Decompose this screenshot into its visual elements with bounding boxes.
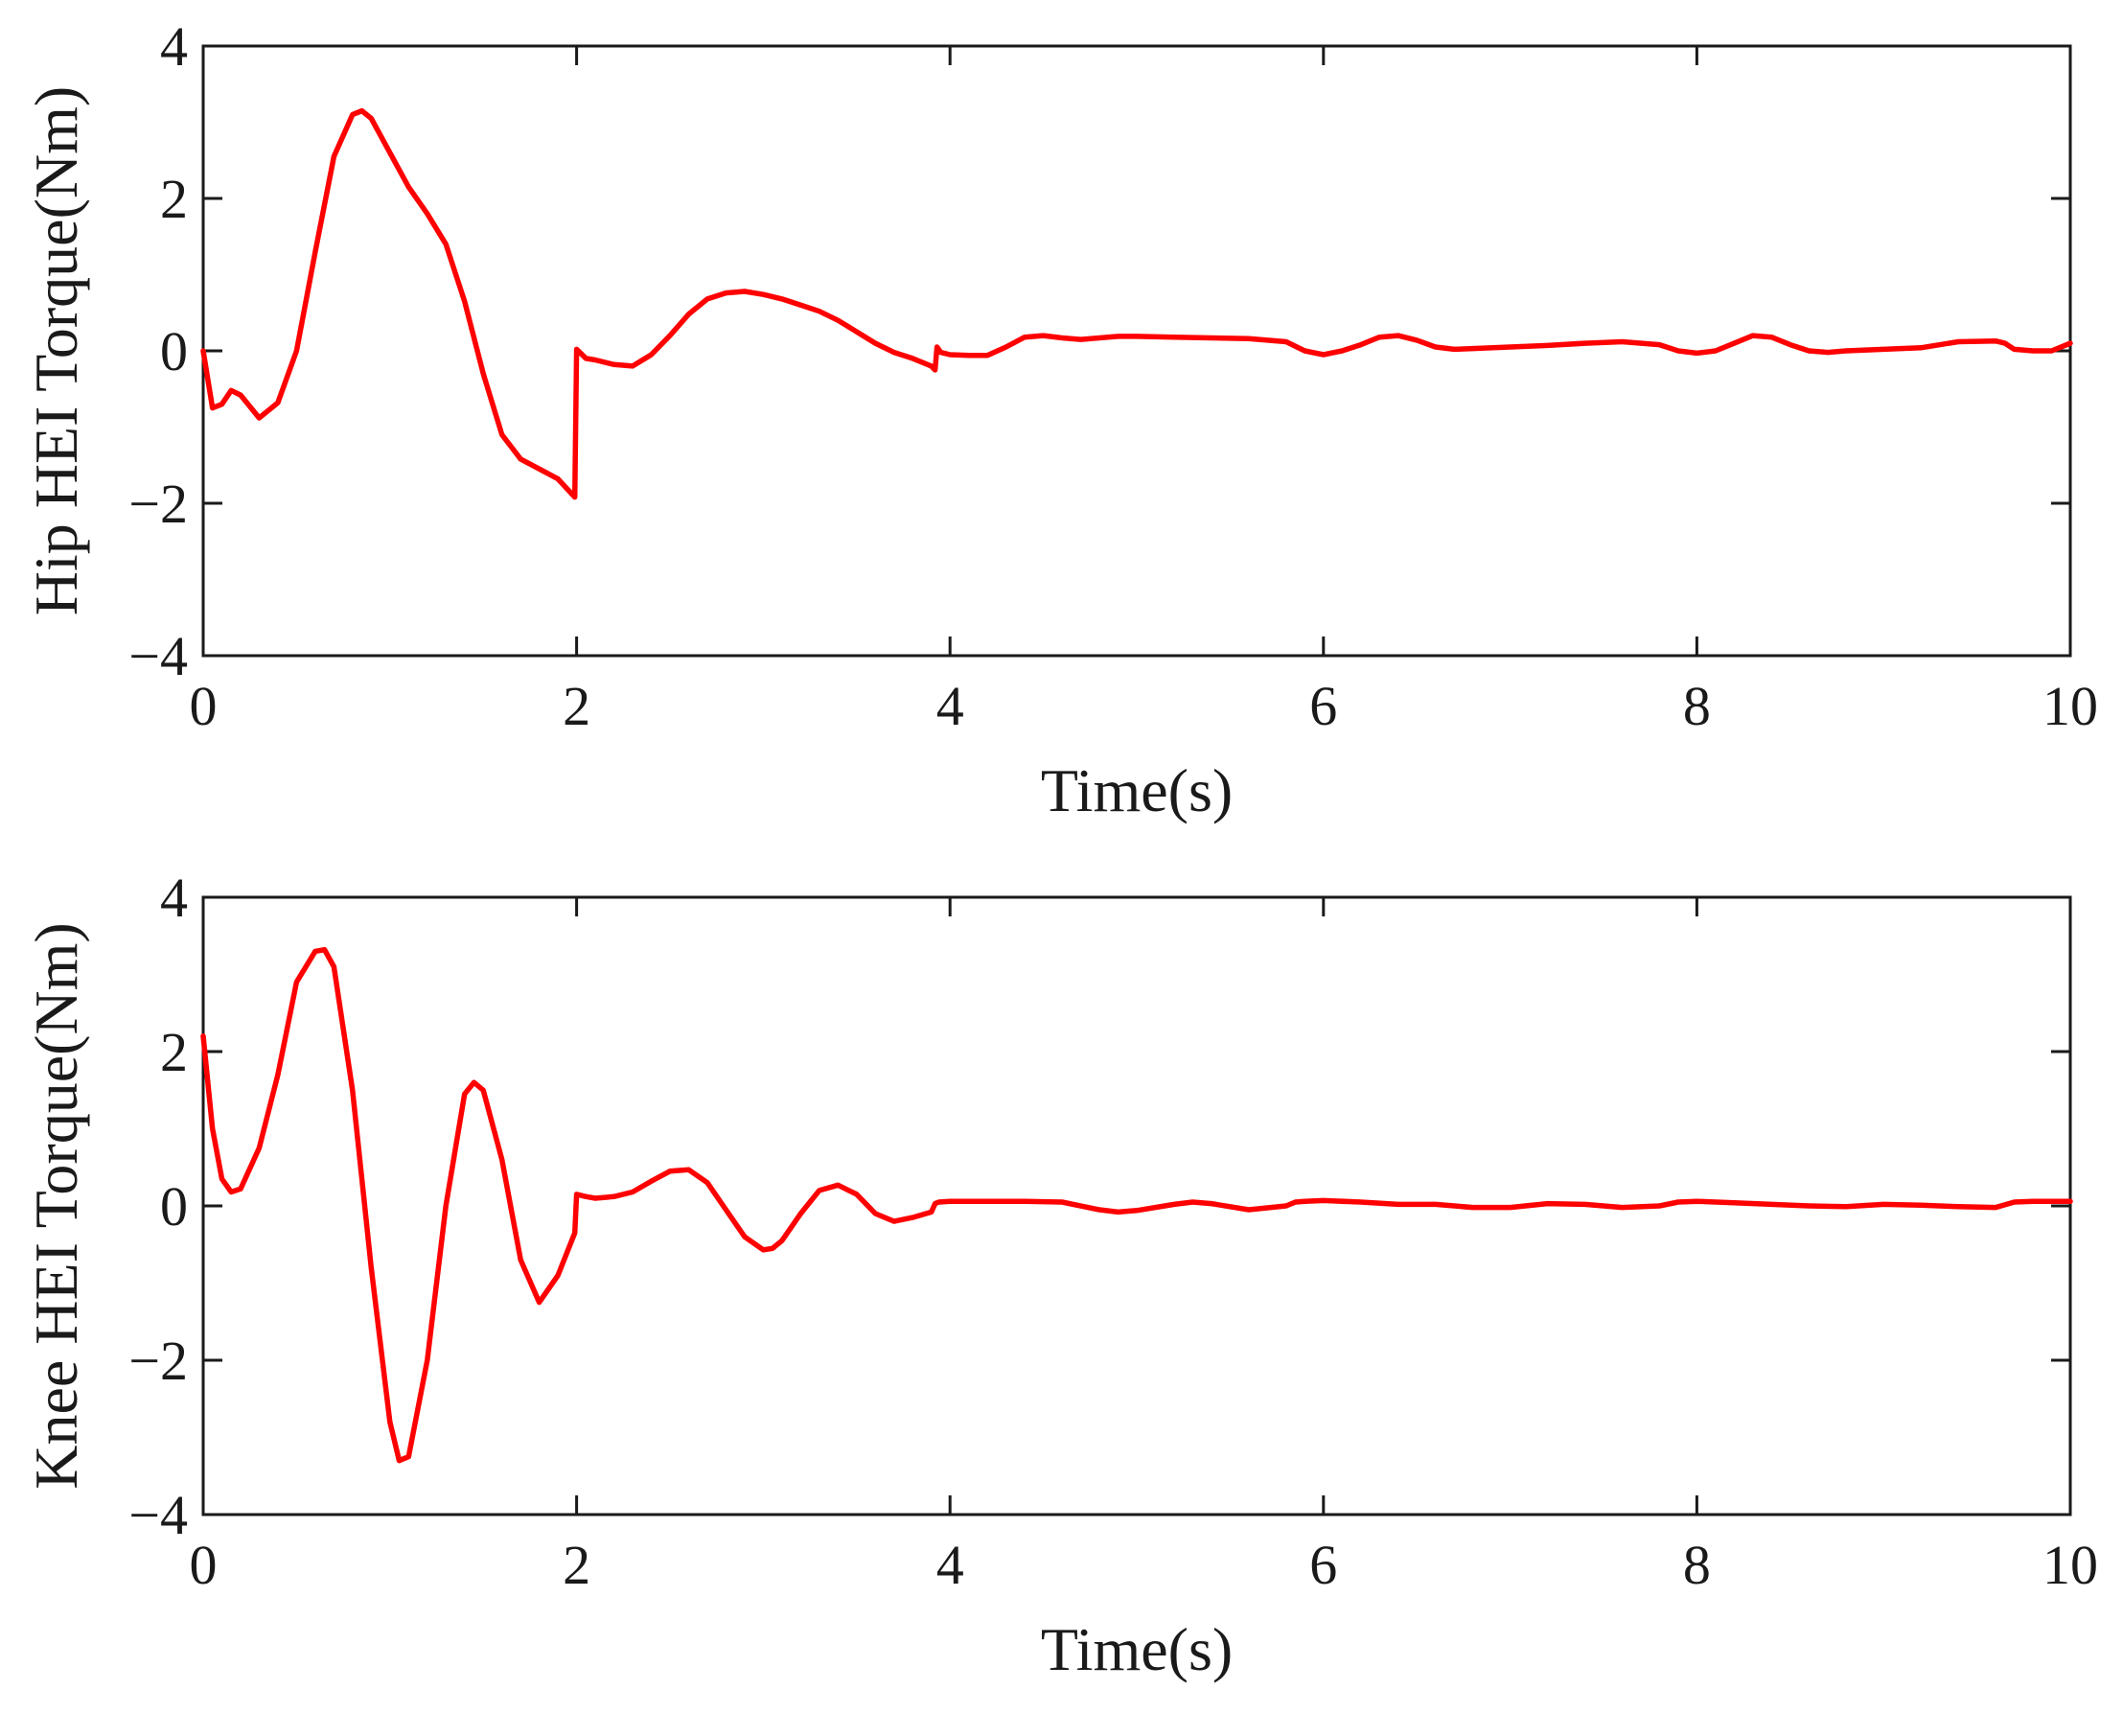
knee-y-tick-label: 2 <box>160 1021 188 1083</box>
hip-x-tick-label: 6 <box>1309 675 1337 737</box>
hip-x-tick-label: 10 <box>2042 675 2098 737</box>
knee-y-tick-label: −2 <box>128 1330 188 1392</box>
knee-torque-line <box>200 946 2073 1464</box>
hip-y-tick-label: −2 <box>128 473 188 535</box>
hip-x-tick-label: 4 <box>936 675 964 737</box>
knee-x-axis-label: Time(s) <box>1041 1615 1233 1683</box>
hip-y-tick-label: −4 <box>128 625 188 687</box>
hip-x-axis-label: Time(s) <box>1041 756 1233 824</box>
hip-y-tick-label: 4 <box>160 15 188 78</box>
hip-x-tick-label: 2 <box>563 675 590 737</box>
knee-torque-panel: 0 2 4 6 8 10 4 2 0 −2 −4 Time(s) Knee HEI Torque(Nm) <box>22 867 2098 1683</box>
hip-y-tick-label: 2 <box>160 168 188 230</box>
hip-torque-line <box>200 107 2073 500</box>
knee-y-tick-label: 0 <box>160 1175 188 1238</box>
knee-y-axis-label: Knee HEI Torque(Nm) <box>22 922 90 1489</box>
knee-x-tick-label: 10 <box>2042 1534 2098 1596</box>
knee-x-tick-label: 8 <box>1683 1534 1711 1596</box>
knee-x-tick-label: 2 <box>563 1534 590 1596</box>
hip-torque-panel: 0 2 4 6 8 10 4 2 0 −2 −4 Time(s) Hip HEI Torque(Nm) <box>22 15 2098 824</box>
knee-x-tick-label: 6 <box>1309 1534 1337 1596</box>
hip-x-tick-label: 0 <box>190 675 218 737</box>
knee-y-tick-label: 4 <box>160 867 188 929</box>
knee-y-tick-label: −4 <box>128 1484 188 1546</box>
hip-y-axis-label: Hip HEI Torque(Nm) <box>22 86 90 615</box>
knee-x-tick-label: 4 <box>936 1534 964 1596</box>
hip-y-tick-label: 0 <box>160 320 188 382</box>
hip-plot-frame <box>201 44 2072 658</box>
knee-x-tick-label: 0 <box>190 1534 218 1596</box>
hip-x-tick-label: 8 <box>1683 675 1711 737</box>
